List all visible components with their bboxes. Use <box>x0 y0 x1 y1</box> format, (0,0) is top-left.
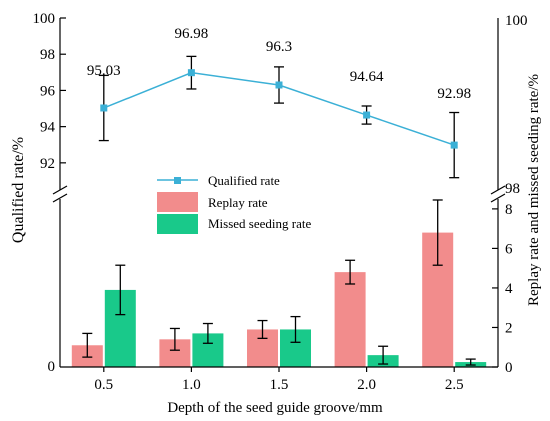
qualified-point-1 <box>187 69 195 77</box>
y-left-tick-label-3: 98 <box>40 47 55 63</box>
y-right-tick-label-4: 8 <box>505 202 513 218</box>
legend-replay-label: Replay rate <box>208 195 268 210</box>
y-axis-left-label: Qualified rate/% <box>10 137 27 243</box>
qualified-data-label-3: 94.64 <box>350 69 384 85</box>
qualified-data-label-2: 96.3 <box>266 39 292 55</box>
y-right-tick-label-3: 6 <box>505 241 513 257</box>
bars-group <box>71 199 487 367</box>
legend-missed-swatch <box>157 214 198 234</box>
y-right-tick-label-0: 0 <box>505 360 513 376</box>
qualified-data-label-4: 92.98 <box>437 86 471 102</box>
y-left-tick-label-0: 92 <box>40 156 55 172</box>
qualified-data-label-0: 95.03 <box>87 63 121 79</box>
right-top-label-98: 98 <box>505 181 520 197</box>
y-left-tick-label-1: 94 <box>40 120 56 136</box>
y-axis-right-label: Replay rate and missed seeding rate/% <box>526 74 542 306</box>
x-tick-label-2: 1.5 <box>270 377 289 393</box>
legend-qualified-label: Qualified rate <box>208 173 280 188</box>
x-tick-label-3: 2.0 <box>357 377 376 393</box>
y-left-tick-label-4: 100 <box>33 11 56 27</box>
x-axis-label: Depth of the seed guide groove/mm <box>167 400 383 416</box>
qualified-point-4 <box>450 141 458 149</box>
y-right-tick-label-2: 4 <box>505 281 513 297</box>
qualified-point-2 <box>275 81 283 89</box>
y-left-lower-tick-label-0: 0 <box>48 359 56 375</box>
legend: Qualified rate Replay rate Missed seedin… <box>157 173 311 234</box>
legend-missed-label: Missed seeding rate <box>208 216 311 231</box>
qualified-point-3 <box>363 111 371 119</box>
y-left-tick-label-2: 96 <box>40 83 56 99</box>
x-tick-label-4: 2.5 <box>445 377 464 393</box>
x-tick-label-0: 0.5 <box>94 377 113 393</box>
x-tick-label-1: 1.0 <box>182 377 201 393</box>
qualified-data-label-1: 96.98 <box>175 26 209 42</box>
qualified-point-0 <box>100 104 108 112</box>
legend-replay-swatch <box>157 192 198 212</box>
right-top-label-100: 100 <box>505 13 528 29</box>
y-right-tick-label-1: 2 <box>505 320 513 336</box>
legend-qualified-marker <box>174 177 181 184</box>
bar-replay-3 <box>334 272 366 367</box>
